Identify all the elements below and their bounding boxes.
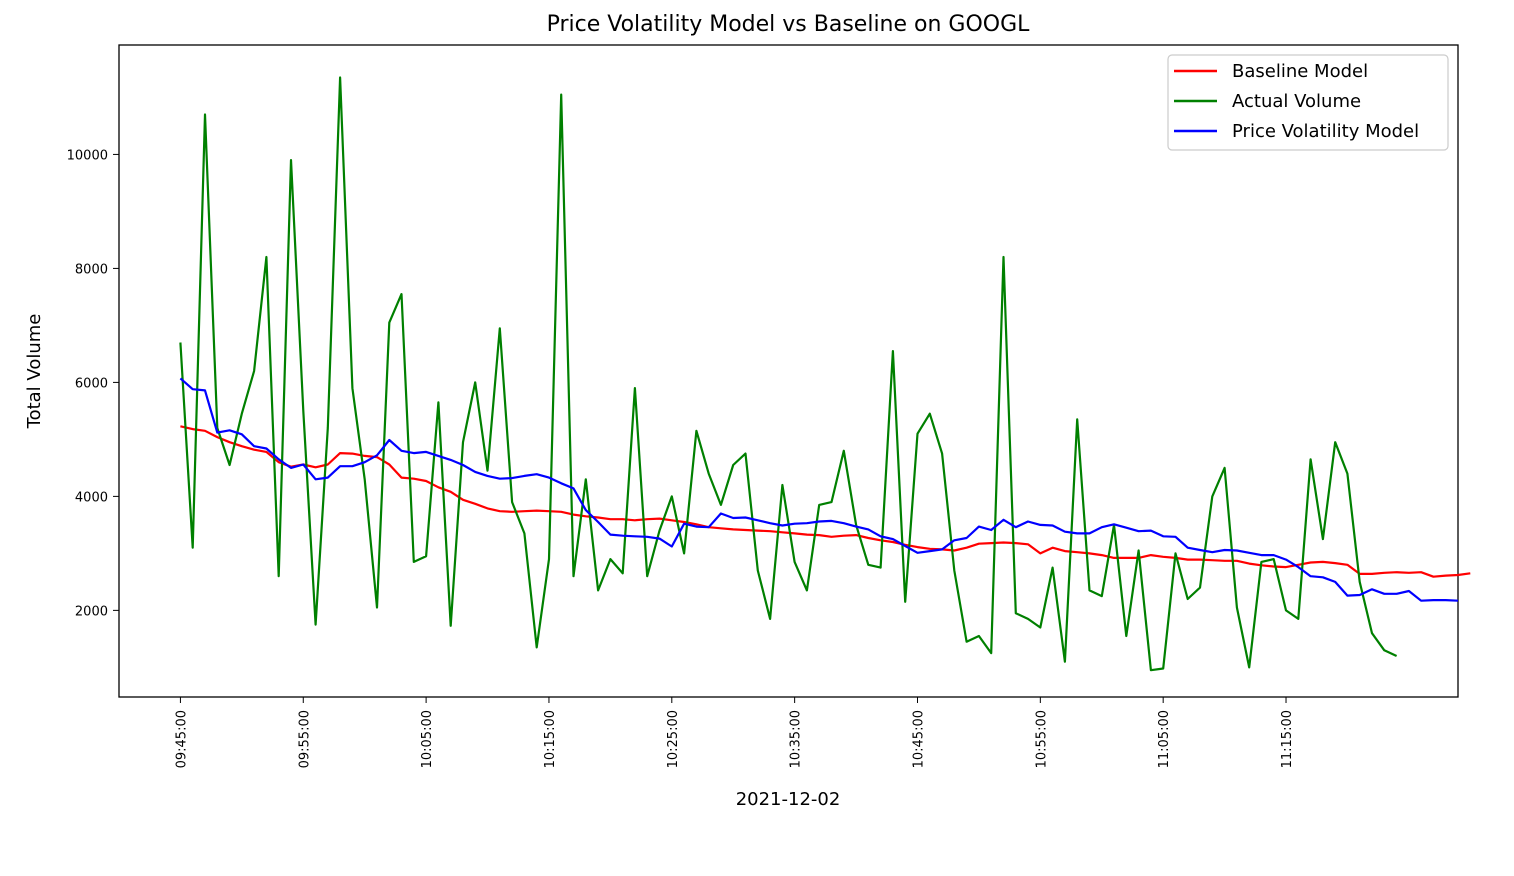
x-axis-label: 2021-12-02 — [736, 789, 841, 810]
y-tick-label: 8000 — [75, 262, 108, 277]
x-tick-label: 11:15:00 — [1280, 710, 1295, 768]
x-tick-label: 10:15:00 — [543, 710, 558, 768]
series-line-1 — [179, 76, 1398, 672]
y-tick-label: 2000 — [75, 604, 108, 619]
x-tick-label: 10:55:00 — [1034, 710, 1049, 768]
x-tick-label: 10:45:00 — [912, 710, 927, 768]
legend: Baseline Model Actual Volume Price Volatil… — [1167, 54, 1449, 151]
y-axis: 2000 4000 6000 8000 10000 — [67, 148, 119, 619]
x-tick-label: 10:35:00 — [789, 710, 804, 768]
y-tick-label: 10000 — [67, 148, 108, 163]
legend-box — [1167, 54, 1449, 151]
legend-label-1: Actual Volume — [1232, 91, 1361, 112]
series-line-2 — [179, 377, 1459, 602]
legend-label-0: Baseline Model — [1232, 61, 1368, 82]
x-tick-label: 10:05:00 — [420, 710, 435, 768]
y-tick-label: 6000 — [75, 376, 108, 391]
series-line-0 — [180, 425, 1471, 578]
x-tick-label: 09:45:00 — [174, 710, 189, 768]
lines-layer — [179, 76, 1471, 672]
x-tick-label: 10:25:00 — [666, 710, 681, 768]
y-tick-label: 4000 — [75, 490, 108, 505]
chart-title: Price Volatility Model vs Baseline on GO… — [547, 12, 1031, 37]
y-axis-label: Total Volume — [24, 314, 45, 430]
x-tick-label: 09:55:00 — [297, 710, 312, 768]
x-tick-label: 11:05:00 — [1157, 710, 1172, 768]
x-axis: 09:45:00 09:55:00 10:05:00 10:15:00 10:25:00… — [174, 697, 1295, 768]
legend-label-2: Price Volatility Model — [1232, 121, 1419, 142]
